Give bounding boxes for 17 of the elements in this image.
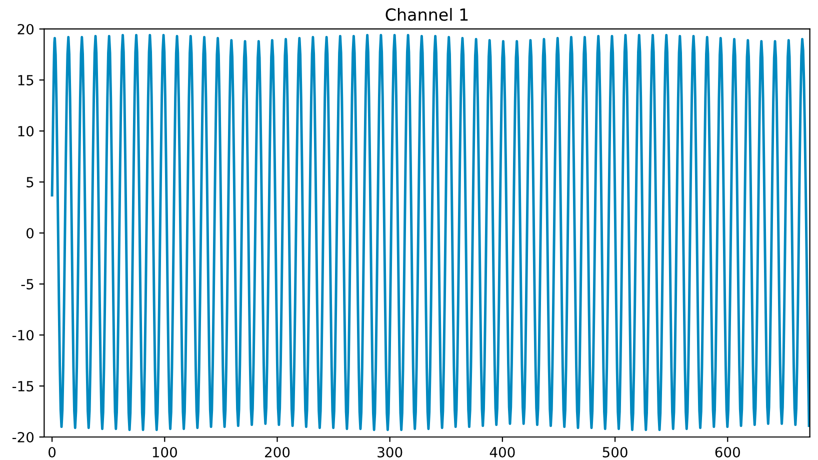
x-tick-label: 100 <box>152 446 177 458</box>
y-tick-label: 10 <box>18 126 34 136</box>
y-tick-label: -20 <box>12 432 34 442</box>
y-tick-label: 20 <box>18 24 34 34</box>
x-tick-label: 500 <box>602 446 628 458</box>
x-tick-label: 600 <box>715 446 740 458</box>
x-tick-label: 200 <box>265 446 290 458</box>
x-tick-label: 400 <box>490 446 515 458</box>
y-tick-label: 5 <box>26 177 34 188</box>
y-tick-label: 0 <box>26 228 34 238</box>
y-tick-label: -5 <box>21 279 34 290</box>
y-tick-label: 15 <box>18 75 34 86</box>
x-tick-label: 300 <box>378 446 402 458</box>
x-tick-label: 0 <box>48 446 56 458</box>
y-tick-label: -10 <box>12 330 34 340</box>
chart-title: Channel 1 <box>386 8 468 21</box>
y-tick-label: -15 <box>12 381 34 392</box>
